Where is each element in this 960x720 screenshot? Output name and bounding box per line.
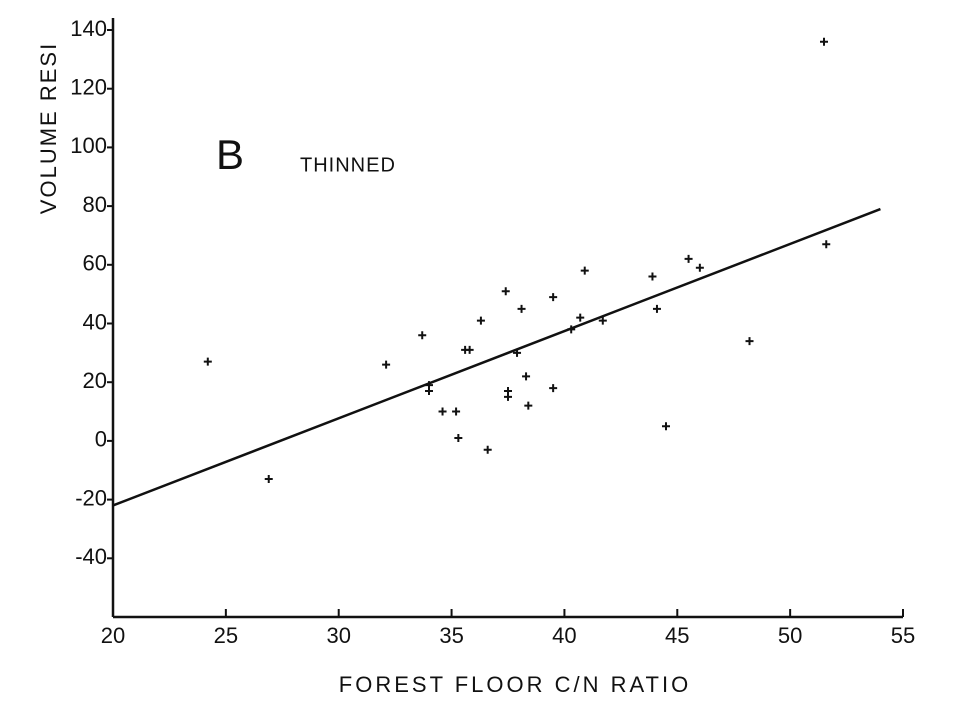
point (425, 387, 433, 396)
chart-title: B (216, 131, 244, 178)
point (549, 293, 558, 302)
point (822, 240, 831, 249)
point (513, 348, 522, 357)
point (820, 37, 828, 46)
y-tick-label: 60 (83, 251, 107, 276)
y-tick-label: 100 (70, 133, 107, 158)
point (517, 304, 526, 313)
annotation: THINNED (300, 154, 396, 176)
x-tick-label: 50 (778, 623, 802, 648)
y-tick-label: -20 (75, 485, 107, 510)
point (598, 316, 607, 325)
point (522, 372, 531, 381)
point (476, 316, 485, 325)
point (483, 445, 492, 454)
x-tick-label: 45 (665, 623, 689, 648)
y-tick-label: 140 (70, 16, 107, 41)
point (745, 337, 754, 346)
point (504, 392, 512, 401)
point (567, 325, 576, 334)
point (576, 313, 585, 322)
point (648, 272, 657, 281)
y-tick-label: -40 (75, 544, 107, 569)
point (382, 360, 391, 369)
fit-line (112, 207, 881, 507)
point (580, 266, 589, 275)
x-axis-label: FOREST FLOOR C/N RATIO (339, 672, 691, 697)
x-tick-label: 30 (326, 623, 350, 648)
x-tick-label: 25 (214, 623, 238, 648)
point (465, 345, 474, 354)
y-tick-label: 80 (83, 192, 107, 217)
point (438, 407, 447, 416)
point (454, 433, 463, 442)
x-tick-label: 35 (439, 623, 463, 648)
x-tick-label: 20 (101, 623, 125, 648)
y-tick-label: 40 (83, 309, 107, 334)
point (203, 357, 212, 366)
point (524, 401, 533, 410)
point (549, 384, 558, 393)
y-tick-label: 20 (83, 368, 107, 393)
point (662, 422, 670, 431)
y-axis-label: VOLUME RESI (36, 42, 61, 214)
point (264, 475, 273, 484)
y-tick-label: 120 (70, 75, 107, 100)
point (452, 407, 461, 416)
point (501, 287, 510, 296)
x-tick-label: 40 (552, 623, 576, 648)
point (652, 304, 661, 313)
y-tick-label: 0 (95, 427, 107, 452)
x-tick-label: 55 (891, 623, 915, 648)
point (684, 254, 693, 263)
point (695, 263, 704, 272)
point (418, 331, 427, 340)
